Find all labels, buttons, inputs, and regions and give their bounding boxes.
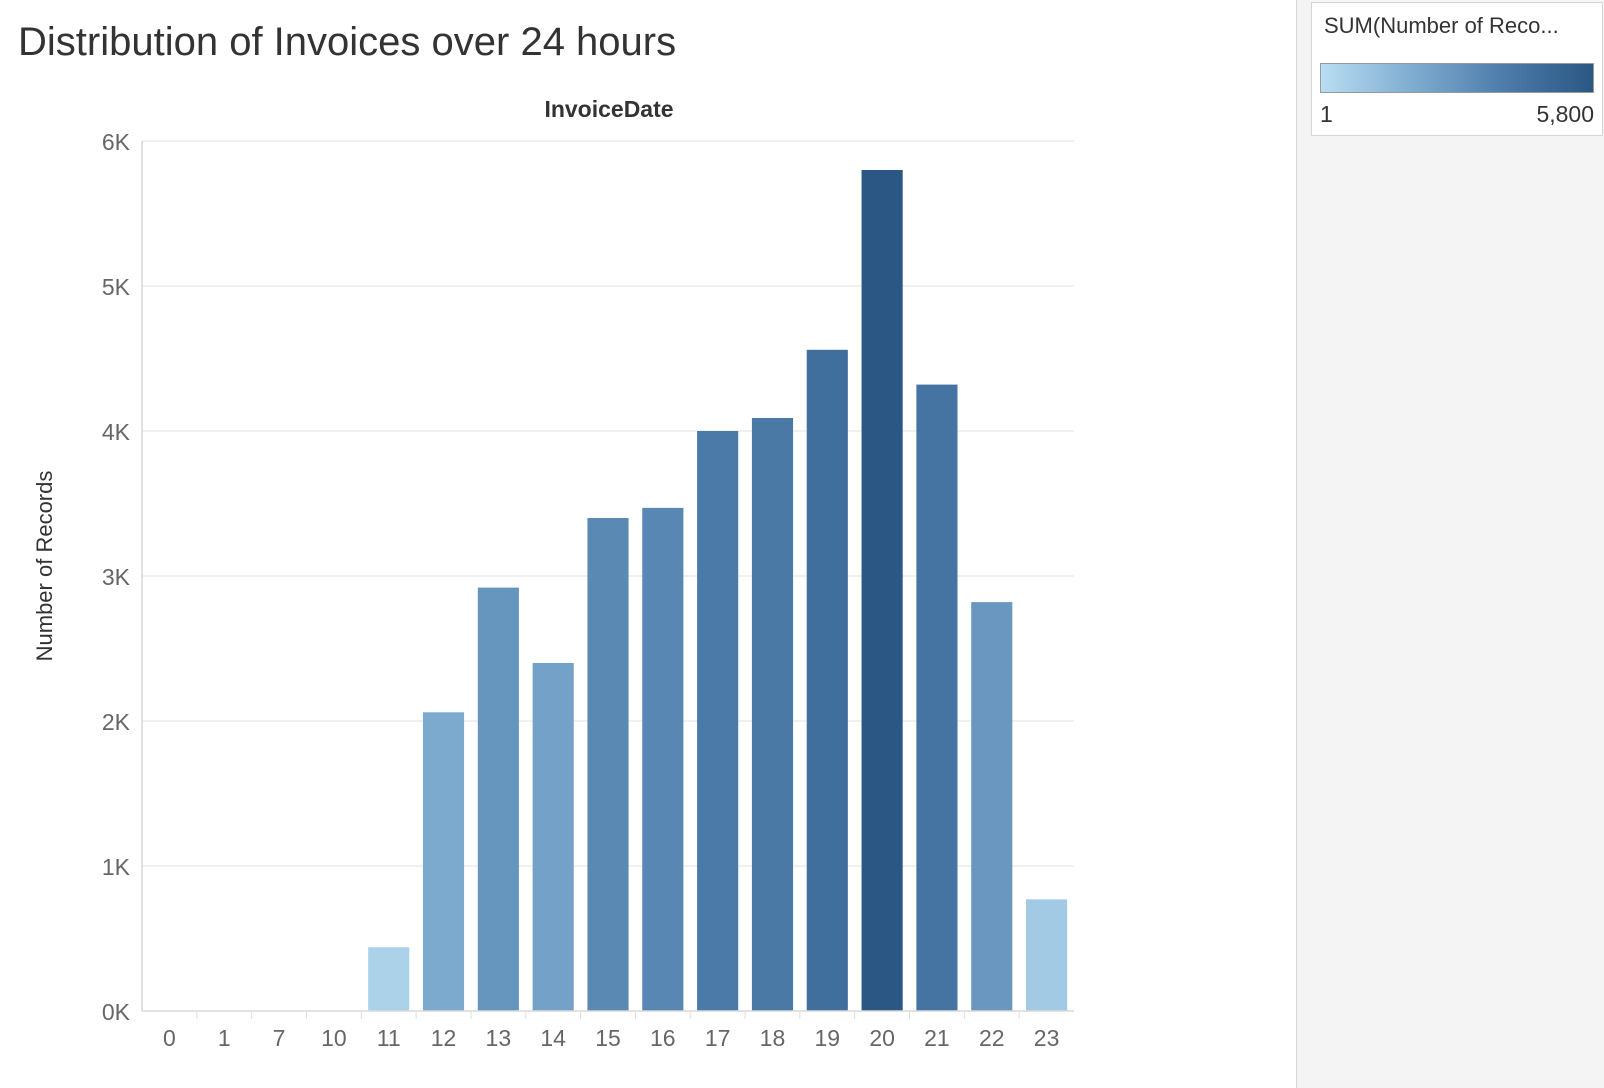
x-tick-label: 18 bbox=[760, 1025, 786, 1051]
bar-19 bbox=[806, 349, 848, 1011]
x-tick-label: 13 bbox=[486, 1025, 512, 1051]
bar-17 bbox=[697, 431, 739, 1011]
bar-11 bbox=[368, 947, 410, 1011]
legend-color-ramp bbox=[1320, 63, 1594, 93]
x-tick-label: 12 bbox=[431, 1025, 457, 1051]
y-axis-label: Number of Records bbox=[32, 471, 57, 662]
legend-min-label: 1 bbox=[1320, 101, 1333, 127]
chart-title: Distribution of Invoices over 24 hours bbox=[18, 20, 677, 64]
x-tick-label: 14 bbox=[540, 1025, 566, 1051]
bar-16 bbox=[642, 507, 684, 1011]
legend-panel: SUM(Number of Reco... 1 5,800 bbox=[1296, 0, 1604, 1088]
y-tick-label: 6K bbox=[102, 129, 131, 155]
x-tick-label: 7 bbox=[273, 1025, 286, 1051]
x-tick-label: 15 bbox=[595, 1025, 621, 1051]
bar-20 bbox=[861, 170, 903, 1011]
x-tick-label: 21 bbox=[924, 1025, 950, 1051]
bars bbox=[148, 170, 1068, 1012]
x-tick-label: 17 bbox=[705, 1025, 731, 1051]
legend-title: SUM(Number of Reco... bbox=[1324, 13, 1559, 38]
bar-23 bbox=[1026, 899, 1068, 1011]
x-tick-label: 0 bbox=[163, 1025, 176, 1051]
bar-18 bbox=[751, 417, 794, 1011]
x-tick-label: 1 bbox=[218, 1025, 231, 1051]
x-tick-label: 23 bbox=[1034, 1025, 1060, 1051]
y-tick-label: 2K bbox=[102, 709, 131, 735]
x-tick-label: 22 bbox=[979, 1025, 1005, 1051]
bar-22 bbox=[971, 602, 1013, 1011]
x-tick-label: 19 bbox=[814, 1025, 840, 1051]
bar-14 bbox=[532, 663, 574, 1011]
x-tick-label: 20 bbox=[869, 1025, 895, 1051]
y-tick-label: 1K bbox=[102, 854, 131, 880]
y-tick-label: 0K bbox=[102, 999, 131, 1025]
y-tick-label: 3K bbox=[102, 564, 131, 590]
x-header-label: InvoiceDate bbox=[544, 96, 673, 122]
bar-21 bbox=[916, 384, 958, 1012]
x-tick-label: 10 bbox=[321, 1025, 347, 1051]
bar-13 bbox=[477, 587, 519, 1011]
bar-12 bbox=[422, 712, 465, 1011]
y-tick-label: 5K bbox=[102, 274, 131, 300]
x-tick-label: 11 bbox=[377, 1025, 401, 1051]
color-legend[interactable]: SUM(Number of Reco... 1 5,800 bbox=[1311, 2, 1603, 136]
x-tick-label: 16 bbox=[650, 1025, 676, 1051]
bar-15 bbox=[587, 518, 629, 1011]
y-tick-label: 4K bbox=[102, 419, 131, 445]
legend-max-label: 5,800 bbox=[1536, 101, 1594, 127]
